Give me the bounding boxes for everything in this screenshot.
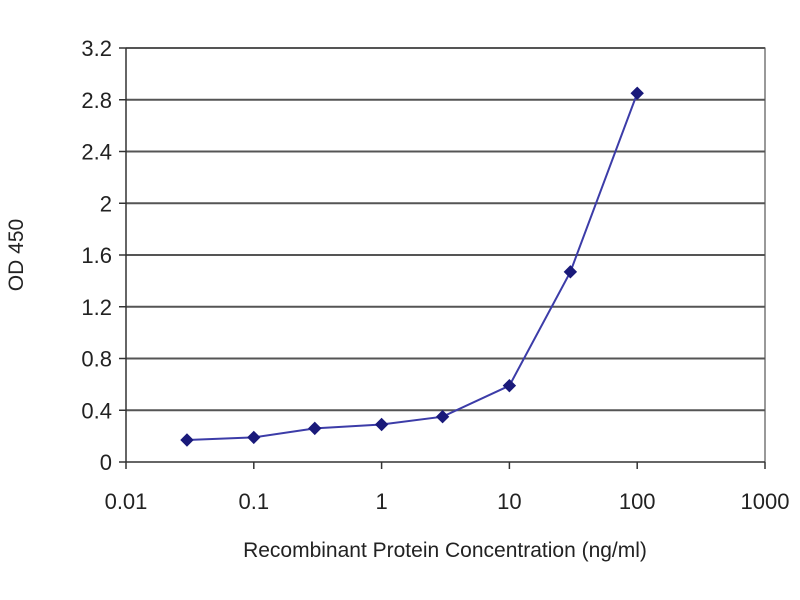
data-point-marker	[308, 421, 322, 436]
y-tick-label: 2.8	[81, 88, 112, 113]
y-tick-label: 1.6	[81, 243, 112, 268]
series-line	[186, 92, 639, 441]
x-tick-label: 0.01	[105, 489, 148, 514]
x-tick-label: 0.1	[239, 489, 270, 514]
y-axis-ticks: 0 0.4 0.8 1.2 1.6 2 2.4 2.8 3.2	[81, 36, 126, 475]
y-tick-label: 0.4	[81, 398, 112, 423]
series-group	[180, 86, 644, 447]
y-axis-title: OD 450	[5, 219, 28, 291]
data-point-marker	[563, 265, 578, 279]
x-axis-ticks: 0.01 0.1 1 10 100 1000	[105, 462, 790, 514]
x-tick-label: 10	[497, 489, 521, 514]
y-tick-label: 3.2	[81, 36, 112, 61]
data-point-marker	[180, 433, 194, 447]
x-axis-title: Recombinant Protein Concentration (ng/ml…	[243, 539, 647, 562]
x-tick-label: 1	[375, 489, 387, 514]
y-tick-label: 0	[100, 450, 112, 475]
data-point-marker	[630, 86, 644, 100]
data-point-marker	[502, 378, 517, 393]
y-tick-label: 1.2	[81, 295, 112, 320]
data-point-marker	[374, 417, 389, 432]
y-tick-label: 0.8	[81, 347, 112, 372]
data-point-marker	[435, 410, 450, 424]
gridlines	[126, 47, 765, 412]
x-tick-label: 1000	[741, 489, 790, 514]
y-tick-label: 2	[100, 191, 112, 216]
x-tick-label: 100	[619, 489, 656, 514]
data-point-marker	[247, 430, 261, 445]
y-tick-label: 2.4	[81, 140, 112, 165]
